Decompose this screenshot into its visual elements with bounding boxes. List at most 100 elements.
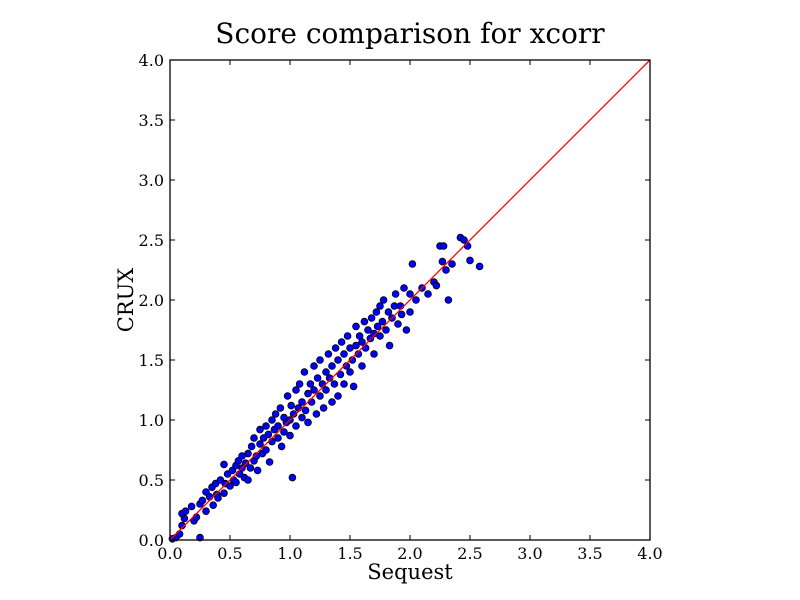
- data-point: [226, 482, 234, 490]
- x-tick-label: 3.5: [577, 544, 602, 563]
- data-point: [340, 350, 348, 358]
- data-point: [358, 338, 366, 346]
- data-point: [247, 442, 256, 451]
- data-point: [466, 256, 474, 265]
- data-point: [265, 458, 274, 466]
- data-point: [292, 386, 300, 394]
- reference-line: [169, 59, 651, 541]
- data-point: [360, 317, 369, 326]
- x-tick-label: 2.0: [397, 544, 422, 563]
- y-tick-label: 3.5: [139, 111, 164, 130]
- data-point: [408, 260, 417, 268]
- data-point: [376, 332, 384, 340]
- data-point: [384, 308, 393, 316]
- data-point: [262, 422, 270, 430]
- data-point: [286, 431, 294, 440]
- data-point: [361, 344, 370, 352]
- data-point: [340, 380, 348, 388]
- data-point: [336, 370, 345, 379]
- data-point: [319, 404, 328, 412]
- data-point: [253, 466, 262, 475]
- x-tick-label: 0.5: [217, 544, 242, 563]
- data-point: [295, 380, 304, 388]
- data-point: [328, 362, 336, 370]
- data-point: [379, 296, 388, 304]
- data-point: [316, 356, 324, 364]
- data-point: [448, 260, 456, 268]
- data-point: [439, 242, 448, 250]
- data-point: [246, 464, 255, 472]
- data-point: [402, 326, 411, 334]
- data-point: [343, 332, 352, 340]
- data-point: [334, 356, 342, 364]
- data-point: [372, 308, 381, 316]
- x-axis-label: Sequest: [367, 560, 453, 584]
- data-point: [256, 425, 264, 434]
- data-point: [198, 496, 207, 505]
- data-point: [394, 320, 402, 328]
- data-point: [460, 236, 468, 244]
- y-tick-label: 1.0: [139, 411, 164, 430]
- data-point: [232, 478, 240, 487]
- data-point: [310, 362, 318, 370]
- y-tick-label: 2.0: [139, 291, 164, 310]
- data-point: [244, 476, 252, 484]
- data-point: [277, 442, 286, 451]
- data-point: [274, 422, 282, 430]
- data-point: [331, 344, 340, 352]
- y-tick-label: 4.0: [139, 51, 164, 70]
- chart-title: Score comparison for xcorr: [215, 17, 605, 50]
- data-point: [292, 422, 300, 430]
- x-tick-label: 2.5: [457, 544, 482, 563]
- data-point: [178, 521, 186, 530]
- x-tick-label: 3.0: [517, 544, 542, 563]
- y-axis: 0.0 0.5 1.0 1.5 2.0 2.5 3.0 3.5 4.0: [139, 51, 650, 550]
- data-point: [406, 290, 414, 298]
- data-point: [316, 392, 324, 400]
- x-axis: 0.0 0.5 1.0 1.5 2.0 2.5 3.0 3.5 4.0: [157, 60, 663, 563]
- data-point: [391, 290, 400, 298]
- data-point: [352, 322, 360, 331]
- data-point: [181, 507, 190, 516]
- data-point: [307, 398, 316, 406]
- data-point: [289, 410, 298, 418]
- x-tick-label: 1.5: [337, 544, 362, 563]
- data-point: [376, 302, 384, 310]
- data-point: [382, 326, 390, 334]
- data-point: [354, 350, 363, 358]
- data-point: [187, 502, 196, 511]
- x-tick-label: 0.0: [157, 544, 182, 563]
- data-point: [324, 350, 333, 358]
- data-point: [196, 533, 204, 542]
- data-point: [318, 380, 327, 388]
- y-tick-label: 0.0: [139, 531, 164, 550]
- data-point: [304, 418, 312, 427]
- data-point: [322, 368, 330, 376]
- data-point: [274, 434, 282, 442]
- y-tick-label: 0.5: [139, 471, 164, 490]
- data-point: [280, 428, 288, 436]
- data-point: [220, 460, 228, 469]
- data-point: [241, 459, 250, 468]
- data-point: [396, 302, 405, 310]
- data-point: [313, 374, 322, 382]
- data-point: [400, 284, 408, 292]
- data-point: [301, 406, 310, 415]
- data-point: [306, 380, 315, 388]
- data-point: [220, 489, 228, 498]
- data-point: [432, 281, 441, 290]
- data-point: [337, 338, 346, 346]
- data-point: [298, 413, 306, 422]
- data-point: [287, 401, 296, 410]
- data-point: [294, 404, 303, 412]
- data-point: [330, 380, 339, 388]
- data-point: [214, 494, 222, 502]
- data-point: [424, 290, 432, 298]
- data-point: [367, 314, 376, 322]
- data-point: [358, 362, 366, 370]
- data-point: [442, 266, 450, 274]
- data-point: [328, 398, 336, 406]
- y-tick-label: 3.0: [139, 171, 164, 190]
- data-point: [300, 368, 309, 376]
